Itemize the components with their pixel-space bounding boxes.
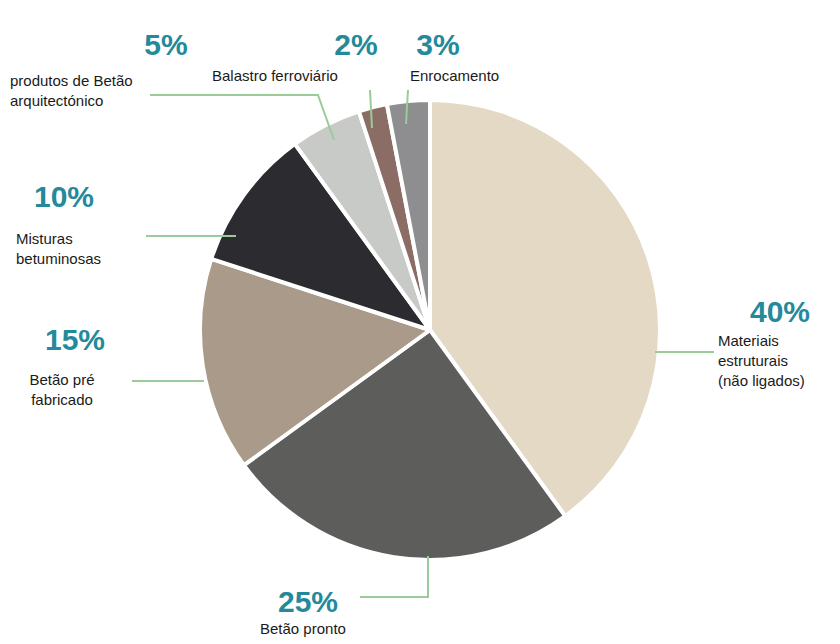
pie bbox=[200, 100, 660, 560]
data-label: 2% bbox=[334, 28, 377, 61]
leader-line bbox=[370, 90, 372, 128]
leader-line bbox=[150, 95, 334, 140]
leader-line bbox=[406, 90, 408, 124]
leader-lines bbox=[132, 90, 714, 597]
category-label: Misturasbetuminosas bbox=[16, 230, 101, 267]
data-label: 25% bbox=[278, 585, 338, 618]
leader-line bbox=[146, 235, 236, 237]
labels: 40% Materiaisestruturais(não ligados) 25% B… bbox=[10, 28, 810, 637]
data-label: 10% bbox=[34, 180, 94, 213]
category-label: Materiaisestruturais(não ligados) bbox=[718, 332, 805, 389]
category-label: Betão pronto bbox=[260, 620, 346, 637]
leader-line bbox=[655, 351, 714, 353]
data-label: 5% bbox=[144, 28, 187, 61]
category-label: Enrocamento bbox=[410, 67, 499, 84]
category-label: Balastro ferroviário bbox=[212, 67, 338, 84]
chart: 40% Materiaisestruturais(não ligados) 25% B… bbox=[0, 0, 840, 644]
leader-line bbox=[360, 556, 428, 597]
leader-line bbox=[132, 380, 204, 382]
data-label: 40% bbox=[750, 295, 810, 328]
data-label: 15% bbox=[45, 323, 105, 356]
category-label: produtos de Betãoarquitectónico bbox=[10, 72, 133, 109]
data-label: 3% bbox=[416, 28, 459, 61]
slice bbox=[387, 100, 430, 330]
category-label: Betão préfabricado bbox=[29, 371, 94, 408]
